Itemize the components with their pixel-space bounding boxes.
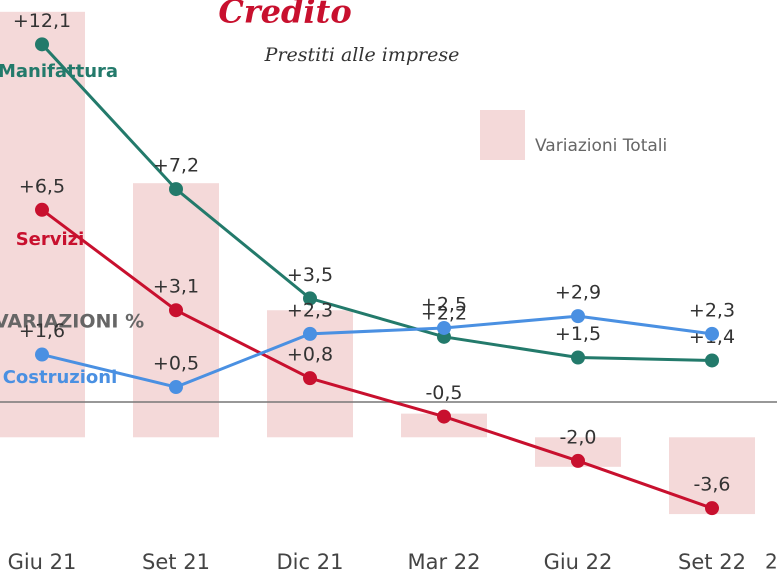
data-label: +1,6 bbox=[19, 320, 65, 342]
series-label: Servizi bbox=[16, 229, 85, 250]
point bbox=[705, 326, 719, 341]
data-label: +3,1 bbox=[153, 276, 199, 298]
data-label: +0,8 bbox=[287, 344, 333, 366]
x-tick-label: Set 22 bbox=[678, 550, 746, 574]
point bbox=[437, 409, 451, 424]
point bbox=[571, 453, 585, 468]
data-label: +3,5 bbox=[287, 264, 333, 286]
point bbox=[303, 326, 317, 341]
x-tick-label: Mar 22 bbox=[407, 550, 480, 574]
chart-title: Credito bbox=[218, 0, 351, 31]
bar bbox=[401, 413, 487, 438]
x-tick-label: Dic 21 bbox=[277, 550, 344, 574]
series-label: Manifattura bbox=[0, 61, 118, 82]
point bbox=[705, 501, 719, 516]
data-label: +6,5 bbox=[19, 175, 65, 197]
data-label: +2,2 bbox=[421, 302, 467, 324]
data-label: +0,5 bbox=[153, 353, 199, 375]
data-label: +1,5 bbox=[555, 323, 601, 345]
point bbox=[169, 303, 183, 318]
data-label: +2,3 bbox=[689, 299, 735, 321]
data-label: -2,0 bbox=[559, 426, 596, 448]
bar bbox=[0, 11, 85, 438]
point bbox=[169, 380, 183, 395]
data-label: +12,1 bbox=[13, 10, 71, 32]
legend-swatch bbox=[480, 110, 525, 160]
point bbox=[303, 371, 317, 386]
point bbox=[169, 182, 183, 197]
point bbox=[571, 309, 585, 324]
series-label: Costruzioni bbox=[3, 367, 118, 388]
point bbox=[35, 202, 49, 217]
point bbox=[437, 320, 451, 335]
data-label: +7,2 bbox=[153, 155, 199, 177]
x-tick-label: Set 21 bbox=[142, 550, 210, 574]
page-number: 2 bbox=[765, 550, 777, 574]
line bbox=[41, 208, 713, 510]
point bbox=[571, 350, 585, 365]
point bbox=[35, 37, 49, 52]
data-label: +2,9 bbox=[555, 282, 601, 304]
point bbox=[705, 353, 719, 368]
line bbox=[41, 314, 713, 389]
data-label: -0,5 bbox=[425, 382, 462, 404]
x-tick-label: Giu 22 bbox=[544, 550, 613, 574]
y-axis-label: VARIAZIONI % bbox=[0, 311, 144, 333]
chart-subtitle: Prestiti alle imprese bbox=[264, 44, 460, 66]
data-label: +2,5 bbox=[421, 293, 467, 315]
data-label: -3,6 bbox=[693, 474, 730, 496]
legend-label: Variazioni Totali bbox=[535, 136, 667, 156]
data-label: +2,3 bbox=[287, 299, 333, 321]
x-tick-label: Giu 21 bbox=[8, 550, 77, 574]
point bbox=[303, 291, 317, 306]
line bbox=[40, 43, 713, 362]
point bbox=[35, 347, 49, 362]
